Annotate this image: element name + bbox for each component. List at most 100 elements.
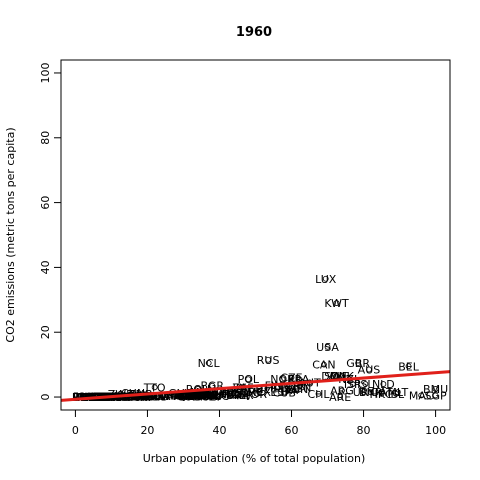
point-label: BRB (196, 389, 219, 402)
data-point (337, 394, 344, 400)
point-label: EGY (201, 389, 223, 402)
data-point (330, 373, 336, 379)
point-label: SUR (233, 386, 256, 399)
point-label: BMU (423, 383, 448, 396)
data-point (185, 393, 192, 400)
data-point (279, 376, 286, 383)
point-label: BEL (398, 360, 419, 373)
data-point (378, 389, 385, 396)
point-label: ESP (270, 386, 291, 399)
data-point (220, 391, 226, 398)
point-label: SGP (425, 389, 448, 402)
data-point (194, 392, 201, 399)
point-label: TUN (198, 389, 222, 402)
point-label: VEN (286, 383, 309, 396)
point-label: BRA (226, 389, 249, 402)
point-label: ITA (281, 384, 298, 397)
y-tick-label: 60 (39, 196, 52, 210)
point-label: LUX (315, 273, 337, 286)
data-point (349, 381, 356, 387)
y-tick-label: 80 (39, 131, 52, 145)
x-tick-label: 20 (140, 424, 154, 437)
data-point (234, 392, 241, 398)
data-point (288, 374, 295, 381)
point-label: CRI (189, 390, 208, 403)
data-point (393, 390, 399, 397)
point-label: JOR (247, 388, 268, 401)
point-label: NIC (210, 390, 229, 403)
data-point (405, 363, 412, 370)
x-tick-label: 60 (285, 424, 299, 437)
point-label: PER (232, 389, 254, 402)
y-tick-label: 40 (39, 260, 52, 274)
point-label: ISR (344, 378, 362, 391)
chart-title: 1960 (236, 25, 272, 40)
x-tick-label: 80 (357, 424, 371, 437)
data-point (216, 393, 223, 399)
point-label: AUS (358, 363, 381, 376)
x-tick-label: 0 (72, 424, 79, 437)
point-label: KWT (324, 297, 349, 310)
data-point (394, 389, 401, 396)
data-point (418, 392, 425, 399)
point-label: PAN (212, 388, 234, 401)
data-point (339, 387, 345, 394)
y-tick-label: 100 (39, 62, 52, 83)
point-label: CAN (312, 359, 335, 372)
data-point (254, 390, 261, 397)
data-point (288, 385, 295, 391)
x-tick-label: 100 (425, 424, 446, 437)
point-label: ECU (187, 390, 210, 403)
point-label: NLD (372, 378, 395, 391)
point-label: CHL (307, 388, 330, 401)
point-label: GBR (346, 357, 370, 370)
data-point (315, 390, 322, 397)
point-label: SLV (203, 390, 223, 403)
data-point (299, 384, 306, 391)
point-label: HKG (370, 388, 394, 401)
data-point (151, 384, 158, 391)
point-label: ISL (357, 378, 374, 391)
data-point (321, 361, 327, 368)
point-label: PRY (193, 390, 214, 403)
point-label: MLT (387, 386, 408, 399)
data-point (203, 392, 210, 398)
data-point (324, 343, 331, 350)
point-label: NCL (198, 357, 221, 370)
point-label: GTM (177, 390, 201, 403)
data-point (281, 389, 288, 396)
data-point (366, 366, 372, 373)
x-axis-label: Urban population (% of total population) (143, 452, 366, 465)
data-point (209, 393, 216, 400)
data-point (362, 381, 369, 387)
point-label: IRQ (221, 388, 241, 401)
point-label: TTO (143, 381, 166, 394)
point-label: BOL (198, 390, 221, 403)
point-label: COL (226, 388, 249, 401)
point-label: GRD (178, 390, 203, 403)
y-axis-label: CO2 emissions (metric tons per capita) (4, 127, 17, 342)
point-label: POL (238, 373, 260, 386)
trend-line (60, 370, 451, 402)
point-label: CZE (280, 372, 302, 385)
point-label: ARG (330, 385, 354, 398)
data-point (333, 373, 340, 379)
point-label: SYR (198, 389, 220, 402)
data-point (432, 386, 439, 392)
point-label: URY (353, 386, 375, 399)
y-axis: 0 20 40 60 80 100 (39, 62, 61, 401)
data-point (355, 360, 362, 366)
point-label: CUB (273, 387, 296, 400)
point-label: RUS (257, 354, 280, 367)
data-point (205, 360, 212, 366)
data-point (265, 356, 272, 363)
point-label: GRC (219, 387, 243, 400)
y-tick-label: 0 (39, 394, 52, 401)
data-point (333, 300, 340, 306)
point-label: QAT (371, 386, 393, 399)
data-point (241, 389, 248, 396)
data-point (245, 376, 252, 383)
plot-frame (60, 59, 451, 411)
data-point (256, 389, 263, 396)
